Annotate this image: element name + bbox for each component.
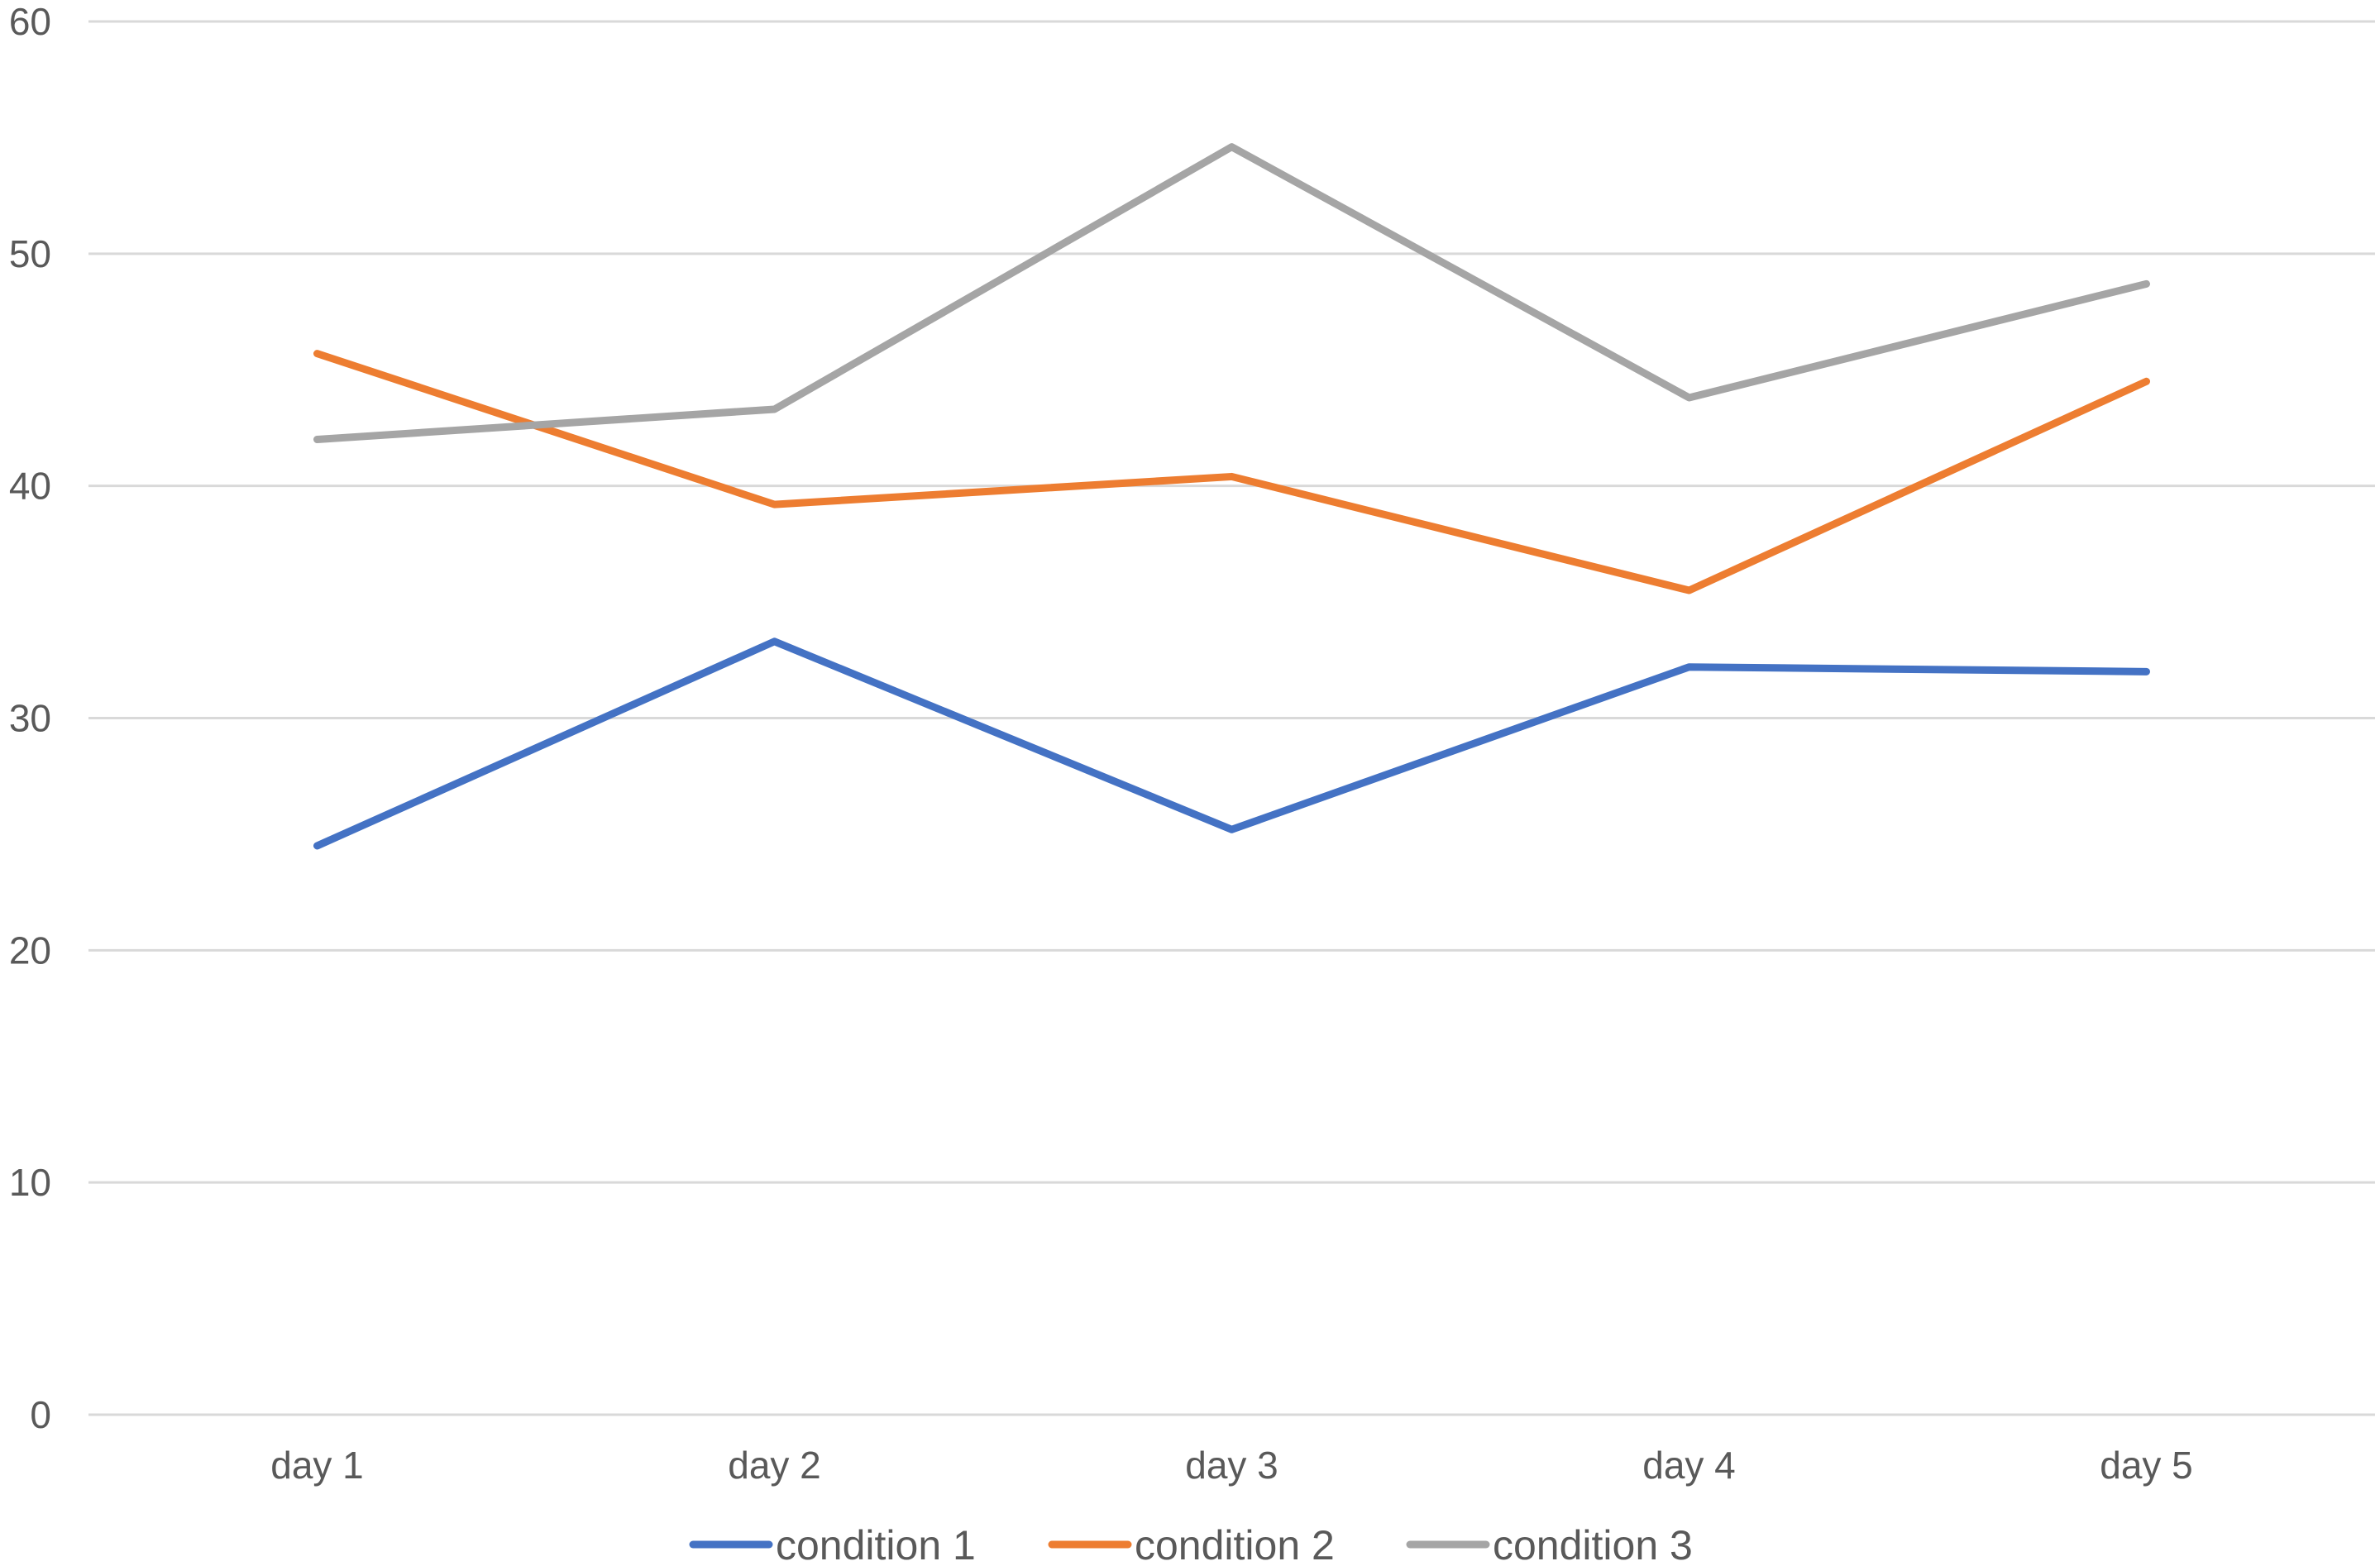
x-tick-label: day 1 <box>270 1444 364 1487</box>
data-point <box>317 439 318 441</box>
data-point <box>1689 666 1690 668</box>
y-tick-label: 60 <box>9 0 51 43</box>
legend-label-1: condition 1 <box>776 1522 976 1566</box>
data-point <box>1689 590 1690 591</box>
legend: condition 1 condition 2 condition 3 <box>689 1522 1693 1566</box>
data-point <box>1689 397 1690 399</box>
x-tick-label: day 5 <box>2100 1444 2193 1487</box>
data-point <box>317 845 318 847</box>
series-line-1 <box>313 637 2150 850</box>
y-tick-label: 0 <box>30 1393 51 1436</box>
y-tick-label: 10 <box>9 1161 51 1204</box>
data-point <box>1231 146 1233 148</box>
data-point <box>317 353 318 355</box>
gridlines <box>88 20 2375 1416</box>
data-point <box>1231 475 1233 477</box>
series-lines <box>313 143 2150 850</box>
x-axis-tick-labels: day 1 day 2 day 3 day 4 day 5 <box>270 1444 2193 1487</box>
x-tick-label: day 4 <box>1642 1444 1736 1487</box>
data-point <box>1231 828 1233 830</box>
data-point <box>774 641 776 642</box>
data-point <box>774 504 776 505</box>
series-line-2 <box>313 350 2150 594</box>
y-tick-label: 40 <box>9 465 51 508</box>
data-point <box>2146 283 2148 284</box>
legend-label-3: condition 3 <box>1493 1522 1693 1566</box>
legend-label-2: condition 2 <box>1135 1522 1335 1566</box>
x-tick-label: day 3 <box>1185 1444 1278 1487</box>
y-tick-label: 50 <box>9 232 51 275</box>
data-point <box>2146 671 2148 672</box>
y-tick-label: 20 <box>9 929 51 972</box>
y-axis-tick-labels: 0 10 20 30 40 50 60 <box>9 0 51 1436</box>
data-point <box>2146 380 2148 382</box>
y-tick-label: 30 <box>9 697 51 740</box>
data-point <box>774 408 776 410</box>
x-tick-label: day 2 <box>728 1444 821 1487</box>
series-line-3 <box>313 143 2150 443</box>
